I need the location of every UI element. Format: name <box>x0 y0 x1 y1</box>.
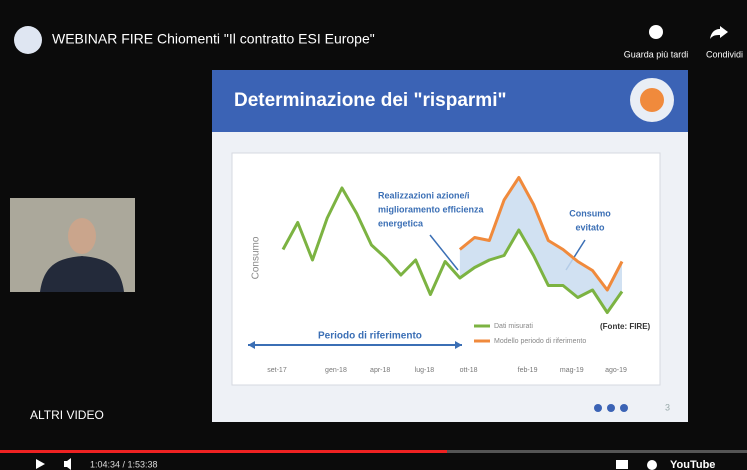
y-axis-label: Consumo <box>251 236 262 279</box>
dot <box>594 404 602 412</box>
speaker-head <box>68 218 96 254</box>
source: (Fonte: FIRE) <box>600 322 651 331</box>
share[interactable]: Condividi <box>706 49 743 59</box>
annotation: Realizzazioni azione/i <box>378 190 470 200</box>
x-tick-label: apr-18 <box>370 367 390 374</box>
dot <box>607 404 615 412</box>
slide-logo-mark <box>640 88 664 112</box>
video-title[interactable]: WEBINAR FIRE Chiomenti "Il contratto ESI… <box>52 31 375 47</box>
subtitles-button[interactable] <box>616 460 628 469</box>
watch-later[interactable]: Guarda più tardi <box>624 49 689 59</box>
youtube-logo[interactable]: YouTube <box>670 459 715 470</box>
progress-played[interactable] <box>0 450 447 453</box>
legend-label: Modello periodo di riferimento <box>494 338 586 345</box>
annotation: Consumo <box>569 208 611 218</box>
chart-frame <box>232 153 660 385</box>
slide-title: Determinazione dei "risparmi" <box>234 90 507 111</box>
settings-button[interactable] <box>647 460 657 470</box>
period-label: Periodo di riferimento <box>318 331 422 342</box>
x-tick-label: gen-18 <box>325 367 347 374</box>
x-tick-label: ago-19 <box>605 367 627 374</box>
x-tick-label: lug-18 <box>415 367 435 374</box>
x-tick-label: ott-18 <box>460 367 478 374</box>
channel-avatar[interactable] <box>14 26 42 54</box>
annotation: evitato <box>575 222 605 232</box>
more-videos[interactable]: ALTRI VIDEO <box>30 408 104 422</box>
x-tick-label: mag-19 <box>560 367 584 374</box>
player: WEBINAR FIRE Chiomenti "Il contratto ESI… <box>0 0 747 470</box>
x-tick-label: feb-19 <box>518 367 538 374</box>
dot <box>620 404 628 412</box>
x-tick-label: set-17 <box>267 367 287 374</box>
time: 1:04:34 / 1:53:38 <box>90 459 158 469</box>
annotation: energetica <box>378 218 424 228</box>
annotation: miglioramento efficienza <box>378 204 485 214</box>
clock-icon[interactable] <box>649 25 663 39</box>
legend-label: Dati misurati <box>494 323 533 330</box>
slide-page: 3 <box>665 402 670 412</box>
